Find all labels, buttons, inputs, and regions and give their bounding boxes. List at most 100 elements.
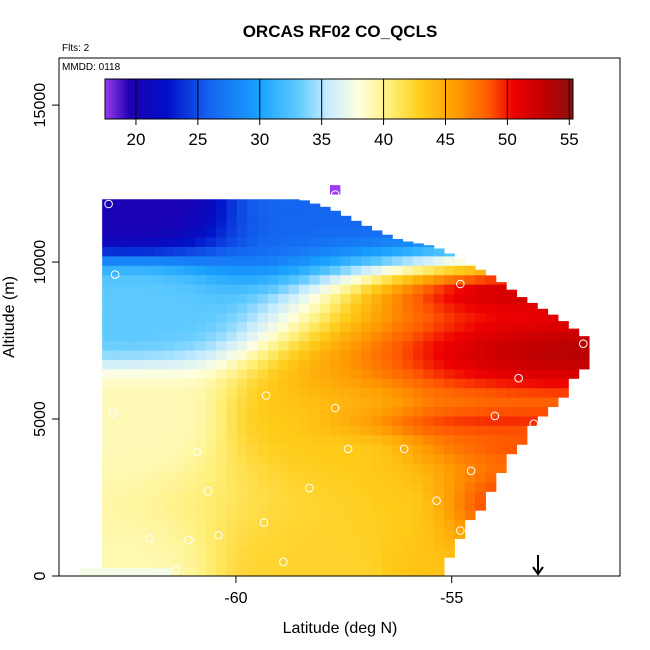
heatmap-cell	[516, 387, 528, 398]
heatmap-cell	[133, 284, 145, 295]
heatmap-cell	[381, 234, 393, 238]
observation-point	[104, 199, 113, 209]
heatmap-cell	[236, 519, 248, 530]
heatmap-cell	[195, 406, 207, 417]
heatmap-cell	[267, 199, 279, 210]
heatmap-cell	[298, 491, 310, 502]
heatmap-cell	[267, 368, 279, 379]
heatmap-cell	[319, 284, 331, 295]
heatmap-cell	[464, 331, 476, 342]
heatmap-cell	[392, 359, 404, 370]
heatmap-cell	[495, 444, 507, 455]
heatmap-cell	[102, 387, 114, 398]
heatmap-cell	[454, 293, 466, 304]
heatmap-cell	[143, 453, 155, 464]
heatmap-cell	[205, 566, 217, 577]
heatmap-cell	[309, 236, 321, 247]
heatmap-cell	[454, 349, 466, 360]
heatmap-cell	[381, 387, 393, 398]
heatmap-cell	[143, 274, 155, 285]
heatmap-cell	[257, 434, 269, 445]
heatmap-cell	[226, 208, 238, 219]
heatmap-cell	[361, 368, 373, 379]
heatmap-cell	[402, 406, 414, 417]
heatmap-cell	[361, 255, 373, 266]
heatmap-cell	[112, 349, 124, 360]
heatmap-cell	[371, 434, 383, 445]
observation-point	[279, 557, 288, 567]
heatmap-cell	[506, 406, 518, 417]
heatmap-cell	[309, 274, 321, 285]
heatmap-cell	[319, 425, 331, 436]
heatmap-cell	[112, 199, 124, 210]
heatmap-cell	[371, 302, 383, 313]
heatmap-cell	[174, 491, 186, 502]
heatmap-cell	[371, 284, 383, 295]
heatmap-cell	[350, 246, 362, 257]
heatmap-cell	[568, 340, 580, 351]
heatmap-cell	[454, 406, 466, 417]
heatmap-cell	[247, 246, 259, 257]
heatmap-cell	[495, 397, 507, 408]
heatmap-cell	[423, 331, 435, 342]
heatmap-cell	[185, 284, 196, 295]
heatmap-cell	[443, 253, 455, 257]
heatmap-cell	[330, 528, 341, 539]
heatmap-cell	[195, 227, 207, 238]
heatmap-cell	[226, 453, 238, 464]
heatmap-cell	[340, 246, 352, 257]
heatmap-cell	[319, 246, 331, 257]
heatmap-cell	[319, 321, 331, 332]
heatmap-cell	[381, 265, 393, 276]
heatmap-cell	[506, 368, 518, 379]
heatmap-cell	[133, 547, 145, 558]
y-tick-label: 15000	[32, 83, 49, 128]
heatmap-cell	[381, 246, 393, 257]
heatmap-cell	[122, 227, 134, 238]
heatmap-cell	[454, 340, 466, 351]
heatmap-cell	[350, 321, 362, 332]
heatmap-cell	[340, 425, 352, 436]
heatmap-cell	[371, 425, 383, 436]
heatmap-cell	[112, 246, 124, 257]
heatmap-cell	[309, 255, 321, 266]
heatmap-cell	[350, 510, 362, 521]
heatmap-cell	[371, 547, 383, 558]
observation-point	[432, 496, 441, 506]
heatmap-cell	[568, 328, 580, 332]
heatmap-cell	[216, 227, 228, 238]
heatmap-cell	[412, 566, 424, 577]
heatmap-cell	[402, 472, 414, 483]
heatmap-cell	[288, 302, 300, 313]
heatmap-cell	[402, 397, 414, 408]
heatmap-cell	[174, 359, 186, 370]
heatmap-cell	[205, 500, 217, 511]
heatmap-cell	[506, 312, 518, 323]
heatmap-cell	[247, 500, 259, 511]
heatmap-cell	[381, 255, 393, 266]
heatmap-cell	[361, 293, 373, 304]
heatmap-cell	[226, 566, 238, 577]
heatmap-cell	[495, 312, 507, 323]
heatmap-cell	[340, 566, 352, 577]
heatmap-cell	[423, 557, 435, 568]
heatmap-cell	[412, 321, 424, 332]
heatmap-cell	[216, 453, 228, 464]
heatmap-cell	[495, 425, 507, 436]
heatmap-cell	[537, 321, 549, 332]
heatmap-cell	[143, 397, 155, 408]
date-label: MMDD: 0118	[62, 62, 121, 73]
heatmap-cell	[185, 208, 196, 219]
heatmap-cell	[247, 538, 259, 549]
heatmap-cell	[309, 500, 321, 511]
heatmap-cell	[257, 472, 269, 483]
heatmap-cell	[433, 519, 445, 530]
heatmap-cell	[516, 406, 528, 417]
heatmap-cell	[475, 312, 486, 323]
heatmap-cell	[205, 491, 217, 502]
heatmap-cell	[153, 425, 165, 436]
heatmap-cell	[433, 255, 445, 266]
heatmap-cell	[236, 246, 248, 257]
colorbar-tick-label: 35	[312, 130, 331, 149]
heatmap-cell	[102, 519, 114, 530]
